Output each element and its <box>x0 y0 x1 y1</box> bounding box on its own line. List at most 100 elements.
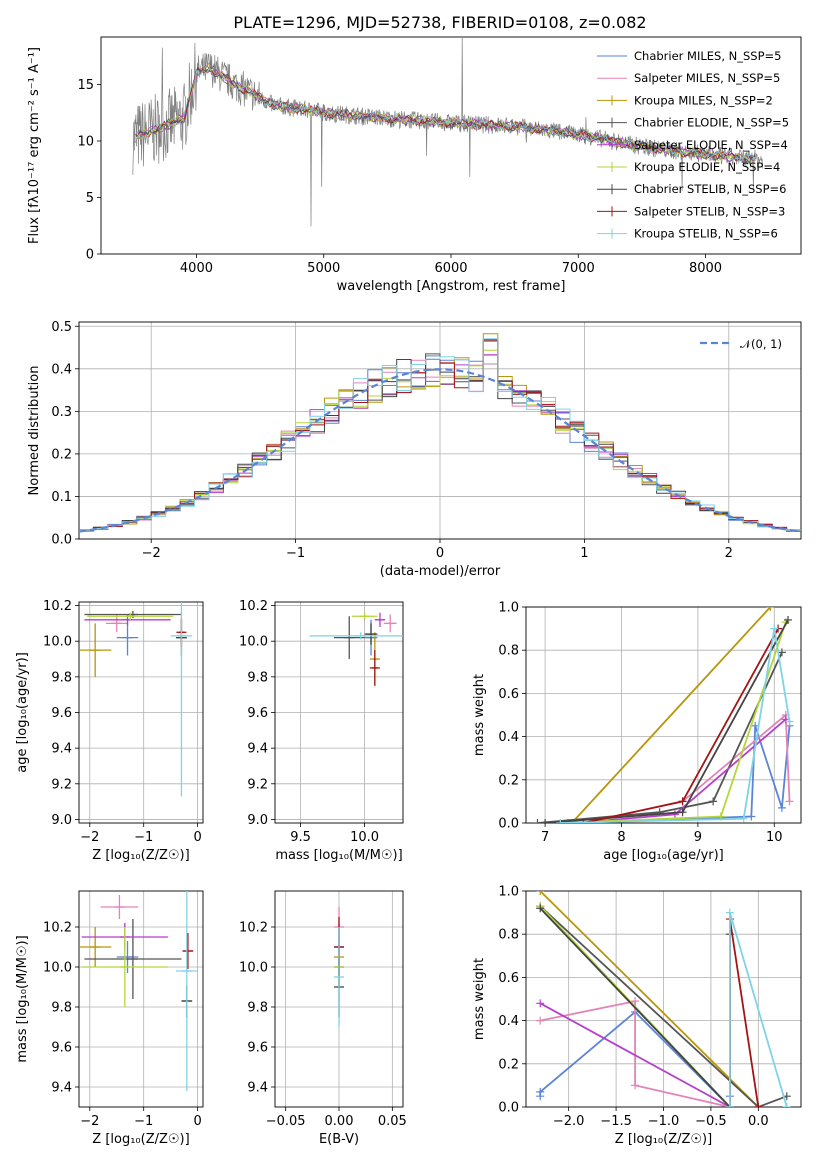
plot-area <box>79 602 193 797</box>
y-tick-label: 0.8 <box>498 928 519 943</box>
x-axis-label: Z [log₁₀(Z/Z☉)] <box>615 1132 712 1147</box>
y-tick-label: 0.4 <box>498 730 519 745</box>
data-point <box>556 819 565 823</box>
y-tick-label: 0.2 <box>498 1057 519 1072</box>
data-point <box>536 1016 545 1025</box>
x-axis-label: E(B-V) <box>319 1132 359 1147</box>
plot-area <box>132 37 763 227</box>
chart-panel-8: −2.0 −1.5 −1.0 −0.5 0.0 0.0 0.2 0.4 0.6 0.8 1.0 Z [… <box>472 885 802 1147</box>
x-tick-label: 0 <box>193 1114 201 1129</box>
x-tick-label: 2 <box>725 546 733 561</box>
legend-label: Chabrier MILES, N_SSP=5 <box>634 49 781 63</box>
data-point <box>536 904 545 913</box>
y-tick-label: 9.6 <box>247 706 268 721</box>
y-tick-label: 0.4 <box>51 362 72 377</box>
y-tick-label: 0.3 <box>51 405 72 420</box>
y-tick-label: 0.1 <box>51 490 72 505</box>
x-tick-label: −2 <box>142 546 161 561</box>
x-tick-label: −2.0 <box>553 1114 585 1129</box>
x-tick-label: 4000 <box>180 261 213 276</box>
data-point <box>536 1087 545 1096</box>
x-axis-label: Z [log₁₀(Z/Z☉)] <box>92 1132 189 1147</box>
y-tick-label: 10.0 <box>43 961 72 976</box>
data-point <box>541 819 550 823</box>
y-tick-label: 9.4 <box>51 742 72 757</box>
x-tick-label: 10.0 <box>350 830 379 845</box>
x-tick-label: 6000 <box>434 261 467 276</box>
x-tick-label: −1 <box>134 1114 153 1129</box>
y-axis-label: age [log₁₀(age/yr)] <box>15 652 30 773</box>
data-point <box>766 607 775 611</box>
mass-weight-series <box>560 628 791 823</box>
y-tick-label: 0.5 <box>51 320 72 335</box>
y-tick-label: 0.8 <box>498 644 519 659</box>
y-tick-label: 9.4 <box>247 742 268 757</box>
y-axis-label: mass weight <box>472 958 487 1040</box>
chart-panel-5: 7 8 9 10 0.0 0.2 0.4 0.6 0.8 1.0 age [log₁₀(age/yr… <box>472 601 802 863</box>
y-tick-label: 0.2 <box>51 447 72 462</box>
axes-frame <box>274 890 404 1108</box>
data-point <box>785 797 794 806</box>
legend-label: Salpeter MILES, N_SSP=5 <box>634 71 780 85</box>
x-tick-label: 5000 <box>307 261 340 276</box>
y-tick-label: 10.2 <box>43 599 72 614</box>
x-tick-label: −2 <box>80 830 99 845</box>
data-point <box>709 797 718 806</box>
y-tick-label: 10.2 <box>43 921 72 936</box>
x-axis-label: Z [log₁₀(Z/Z☉)] <box>92 848 189 863</box>
legend-label: 𝒩(0, 1) <box>740 337 782 351</box>
legend: Chabrier MILES, N_SSP=5 Salpeter MILES, N… <box>597 49 789 241</box>
mass-weight-series <box>571 607 772 823</box>
histogram-series <box>79 340 801 532</box>
plot-area <box>334 907 344 1027</box>
y-axis-label: Flux [fλ10⁻¹⁷ erg cm⁻² s⁻¹ A⁻¹] <box>27 47 42 244</box>
data-point <box>782 1103 791 1107</box>
mass-weight-series <box>539 905 788 1107</box>
x-tick-label: 0.00 <box>325 1114 354 1129</box>
data-point <box>754 1103 763 1107</box>
y-tick-label: 5 <box>86 191 94 206</box>
data-point <box>631 1081 640 1090</box>
y-axis-label: Normed distribution <box>27 366 42 496</box>
y-tick-label: 0.0 <box>498 1101 519 1116</box>
y-tick-label: 0.2 <box>498 773 519 788</box>
axes-frame <box>78 601 204 824</box>
x-tick-label: 9.5 <box>290 830 311 845</box>
data-point <box>747 812 756 821</box>
data-point <box>579 819 588 823</box>
plot-area <box>536 891 791 1107</box>
y-tick-label: 9.8 <box>247 1001 268 1016</box>
data-point <box>725 1103 734 1107</box>
data-point <box>784 615 793 624</box>
y-axis-label: mass [log₁₀(M/M☉)] <box>15 935 30 1062</box>
x-tick-label: 0 <box>193 830 201 845</box>
mass-weight-series <box>540 1000 731 1107</box>
x-axis-label: wavelength [Angstrom, rest frame] <box>337 279 566 294</box>
legend-label: Kroupa STELIB, N_SSP=6 <box>634 227 778 241</box>
chart-panel-2: −2 −1 0 1 2 0.0 0.1 0.2 0.3 0.4 0.5 (data-model)/er… <box>27 320 802 579</box>
mass-weight-series <box>539 891 759 1107</box>
x-tick-label: 0 <box>436 546 444 561</box>
x-tick-label: −2 <box>80 1114 99 1129</box>
x-axis-label: age [log₁₀(age/yr)] <box>603 848 724 863</box>
data-point <box>777 803 786 812</box>
chart-panel-7: −0.05 0.00 0.05 9.4 9.6 9.8 10.0 10.2 E(B-V) <box>239 890 407 1147</box>
x-axis-label: mass [log₁₀(M/M☉)] <box>275 848 402 863</box>
data-point <box>785 717 794 726</box>
x-tick-label: 10 <box>766 830 783 845</box>
x-tick-label: −1 <box>286 546 305 561</box>
y-tick-label: 9.6 <box>51 706 72 721</box>
axes-frame <box>78 890 204 1108</box>
y-tick-label: 9.8 <box>51 670 72 685</box>
axes-frame <box>78 321 802 540</box>
x-tick-label: −1.0 <box>648 1114 680 1129</box>
data-point <box>536 999 545 1008</box>
data-point <box>533 819 542 823</box>
x-tick-label: 7 <box>541 830 549 845</box>
x-tick-label: 8 <box>617 830 625 845</box>
y-axis-label: mass weight <box>472 674 487 756</box>
y-tick-label: 10.0 <box>43 635 72 650</box>
y-tick-label: 9.4 <box>51 1081 72 1096</box>
histogram-series <box>79 339 801 531</box>
data-point <box>678 808 687 817</box>
